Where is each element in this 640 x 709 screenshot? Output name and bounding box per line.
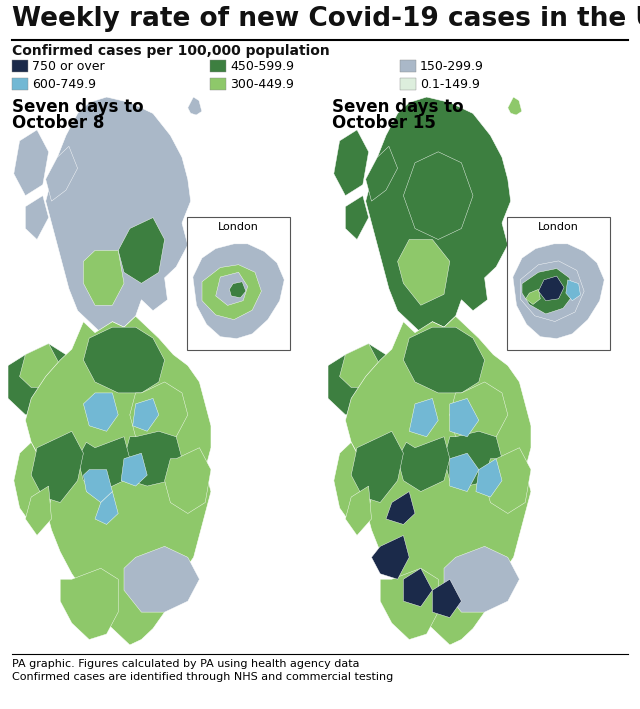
Polygon shape	[14, 442, 51, 525]
Polygon shape	[124, 431, 182, 486]
Polygon shape	[31, 431, 83, 503]
Bar	[400, 60, 416, 72]
Polygon shape	[403, 569, 433, 607]
Polygon shape	[164, 447, 211, 513]
Text: 0.1-149.9: 0.1-149.9	[420, 77, 480, 91]
Text: London: London	[218, 221, 259, 232]
Bar	[12, 60, 28, 72]
Bar	[210, 78, 226, 90]
Polygon shape	[538, 276, 564, 301]
Polygon shape	[522, 269, 573, 314]
Polygon shape	[334, 442, 371, 525]
Polygon shape	[118, 218, 164, 284]
Polygon shape	[188, 97, 202, 115]
Polygon shape	[346, 196, 369, 240]
Text: 300-449.9: 300-449.9	[230, 77, 294, 91]
Polygon shape	[45, 97, 191, 333]
Polygon shape	[83, 327, 164, 393]
Text: Weekly rate of new Covid-19 cases in the UK: Weekly rate of new Covid-19 cases in the…	[12, 6, 640, 32]
Polygon shape	[8, 344, 72, 415]
Bar	[210, 60, 226, 72]
Text: PA graphic. Figures calculated by PA using health agency data: PA graphic. Figures calculated by PA usi…	[12, 659, 360, 669]
Bar	[400, 78, 416, 90]
Polygon shape	[566, 280, 580, 301]
Polygon shape	[450, 453, 479, 491]
Polygon shape	[193, 244, 284, 339]
Polygon shape	[132, 398, 159, 431]
Polygon shape	[83, 250, 124, 306]
Polygon shape	[508, 97, 522, 115]
Polygon shape	[124, 547, 200, 612]
Polygon shape	[346, 486, 371, 535]
Text: October 15: October 15	[332, 114, 436, 132]
Text: 600-749.9: 600-749.9	[32, 77, 96, 91]
Text: Seven days to: Seven days to	[332, 98, 463, 116]
Polygon shape	[45, 146, 77, 201]
Bar	[12, 78, 28, 90]
Polygon shape	[403, 152, 473, 240]
Polygon shape	[386, 491, 415, 525]
Polygon shape	[334, 130, 369, 196]
Polygon shape	[229, 281, 246, 298]
Polygon shape	[397, 240, 450, 306]
Polygon shape	[444, 431, 502, 486]
Polygon shape	[444, 547, 520, 612]
Polygon shape	[365, 146, 397, 201]
Polygon shape	[26, 486, 51, 535]
Polygon shape	[95, 491, 118, 525]
Polygon shape	[121, 453, 147, 486]
Polygon shape	[202, 264, 261, 320]
Polygon shape	[60, 569, 118, 640]
Polygon shape	[450, 382, 508, 442]
Polygon shape	[130, 382, 188, 442]
Polygon shape	[26, 196, 49, 240]
Polygon shape	[14, 130, 49, 196]
Text: Confirmed cases per 100,000 population: Confirmed cases per 100,000 population	[12, 44, 330, 58]
Polygon shape	[513, 244, 604, 339]
Polygon shape	[397, 437, 450, 491]
Polygon shape	[371, 535, 409, 579]
Polygon shape	[520, 261, 584, 321]
Text: London: London	[538, 221, 579, 232]
Polygon shape	[484, 447, 531, 513]
Polygon shape	[380, 569, 438, 640]
Polygon shape	[433, 579, 461, 618]
Polygon shape	[450, 398, 479, 437]
Text: 150-299.9: 150-299.9	[420, 60, 484, 72]
Polygon shape	[525, 289, 540, 304]
Text: 750 or over: 750 or over	[32, 60, 104, 72]
Text: Confirmed cases are identified through NHS and commercial testing: Confirmed cases are identified through N…	[12, 672, 393, 682]
Polygon shape	[403, 327, 484, 393]
FancyBboxPatch shape	[507, 216, 611, 350]
Text: 450-599.9: 450-599.9	[230, 60, 294, 72]
Polygon shape	[83, 393, 118, 431]
Polygon shape	[216, 272, 248, 306]
Polygon shape	[365, 97, 511, 333]
Polygon shape	[340, 344, 380, 387]
Polygon shape	[476, 459, 502, 497]
Polygon shape	[20, 344, 60, 387]
Text: Seven days to: Seven days to	[12, 98, 143, 116]
Polygon shape	[26, 316, 211, 645]
FancyBboxPatch shape	[187, 216, 291, 350]
Polygon shape	[77, 437, 130, 491]
Polygon shape	[409, 398, 438, 437]
Polygon shape	[83, 469, 113, 503]
Text: October 8: October 8	[12, 114, 104, 132]
Polygon shape	[351, 431, 403, 503]
Polygon shape	[328, 344, 392, 415]
Polygon shape	[346, 316, 531, 645]
